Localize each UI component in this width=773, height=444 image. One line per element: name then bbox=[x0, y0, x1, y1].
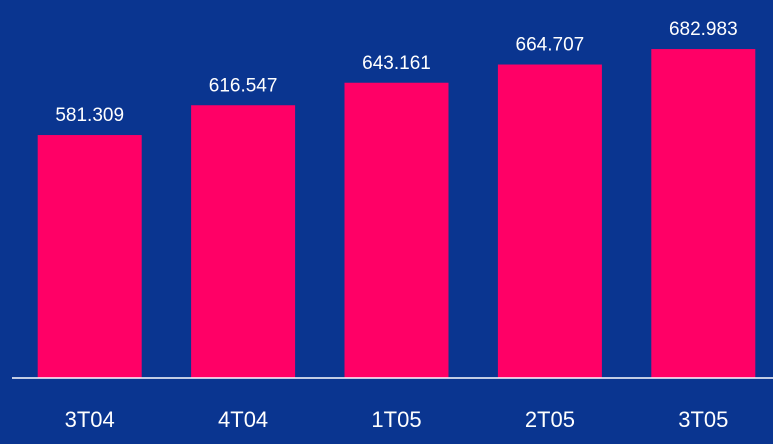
value-label: 643.161 bbox=[362, 53, 431, 74]
bar bbox=[344, 82, 449, 379]
x-tick-label: 3T05 bbox=[678, 407, 728, 432]
x-tick-label: 2T05 bbox=[525, 407, 575, 432]
bar bbox=[191, 105, 296, 379]
value-label: 616.547 bbox=[209, 75, 278, 96]
value-label: 682.983 bbox=[669, 19, 738, 40]
x-tick-label: 4T04 bbox=[218, 407, 268, 432]
x-tick-label: 3T04 bbox=[65, 407, 115, 432]
bar bbox=[37, 135, 142, 378]
value-label: 664.707 bbox=[516, 35, 585, 56]
x-tick-label: 1T05 bbox=[371, 407, 421, 432]
value-label: 581.309 bbox=[55, 105, 124, 126]
bar bbox=[497, 64, 602, 378]
bar bbox=[651, 49, 756, 379]
